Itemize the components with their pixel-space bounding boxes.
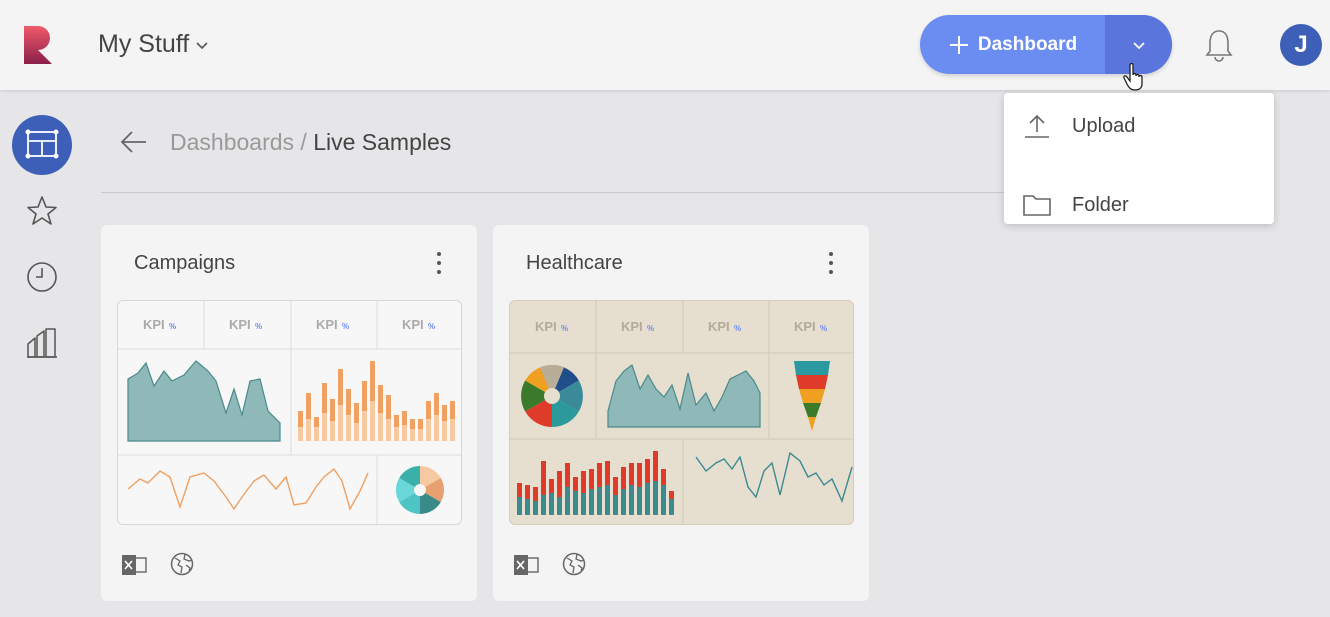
more-options-icon[interactable]: [429, 249, 449, 277]
user-avatar[interactable]: J: [1280, 24, 1322, 66]
excel-icon: [122, 555, 147, 575]
kpi-symbol: %: [561, 324, 568, 333]
dashboards-icon: [25, 129, 59, 159]
new-dashboard-dropdown-toggle[interactable]: [1105, 15, 1172, 74]
clock-icon: [27, 262, 57, 292]
globe-icon: [170, 552, 194, 576]
kpi-symbol: %: [255, 322, 262, 331]
plus-icon: [949, 35, 968, 54]
breadcrumb-current: Live Samples: [313, 129, 452, 155]
menu-item-label: Folder: [1072, 193, 1129, 216]
workspace-selector[interactable]: My Stuff: [98, 30, 209, 59]
back-arrow-icon[interactable]: [118, 126, 150, 158]
new-dashboard-menu: Upload Folder: [1004, 93, 1274, 224]
kpi-label: KPI: [316, 317, 338, 332]
kpi-symbol: %: [428, 322, 435, 331]
kpi-symbol: %: [647, 324, 654, 333]
upload-icon: [1025, 114, 1049, 138]
kpi-label: KPI: [708, 319, 730, 334]
more-options-icon[interactable]: [821, 249, 841, 277]
kpi-label: KPI: [402, 317, 424, 332]
divider: [101, 192, 1004, 193]
kpi-label: KPI: [229, 317, 251, 332]
new-dashboard-button[interactable]: Dashboard: [920, 15, 1105, 74]
menu-item-folder[interactable]: Folder: [1004, 172, 1274, 238]
sidebar-item-datasets[interactable]: [12, 313, 72, 373]
breadcrumb: Dashboards / Live Samples: [170, 129, 451, 156]
datasets-icon: [27, 328, 57, 358]
globe-icon: [562, 552, 586, 576]
sidebar-item-dashboards[interactable]: [12, 115, 72, 175]
kpi-label: KPI: [535, 319, 557, 334]
sidebar-item-recent[interactable]: [12, 247, 72, 307]
sidebar-item-favorites[interactable]: [12, 181, 72, 241]
dashboard-thumbnail: KPI KPI KPI KPI % % % %: [509, 300, 854, 525]
app-logo[interactable]: [20, 24, 56, 66]
star-icon: [27, 196, 57, 225]
dashboard-preview-graphic: KPI KPI KPI KPI % % % %: [118, 301, 461, 524]
dashboard-preview-graphic: KPI KPI KPI KPI % % % %: [510, 301, 853, 524]
hand-cursor-icon: [1123, 62, 1143, 91]
new-dashboard-label: Dashboard: [977, 33, 1078, 55]
menu-item-label: Upload: [1072, 114, 1136, 137]
chevron-down-icon: [1132, 41, 1145, 49]
kpi-symbol: %: [169, 322, 176, 331]
breadcrumb-separator: /: [294, 129, 314, 155]
menu-item-upload[interactable]: Upload: [1004, 106, 1274, 146]
dashboard-thumbnail: KPI KPI KPI KPI % % % %: [117, 300, 462, 525]
card-title: Healthcare: [526, 252, 623, 274]
kpi-label: KPI: [794, 319, 816, 334]
kpi-symbol: %: [342, 322, 349, 331]
kpi-label: KPI: [621, 319, 643, 334]
notifications-bell-icon[interactable]: [1202, 27, 1236, 63]
dashboard-card-campaigns[interactable]: Campaigns KPI KPI KPI KPI % % % %: [101, 225, 477, 601]
kpi-symbol: %: [820, 324, 827, 333]
kpi-symbol: %: [734, 324, 741, 333]
excel-icon: [514, 555, 539, 575]
workspace-label: My Stuff: [98, 30, 190, 58]
card-title: Campaigns: [134, 252, 236, 274]
chevron-down-icon: [196, 41, 208, 49]
dashboard-card-healthcare[interactable]: Healthcare KPI KPI KPI KPI % % % %: [493, 225, 869, 601]
folder-icon: [1023, 195, 1051, 216]
breadcrumb-parent[interactable]: Dashboards: [170, 129, 295, 155]
kpi-label: KPI: [143, 317, 165, 332]
